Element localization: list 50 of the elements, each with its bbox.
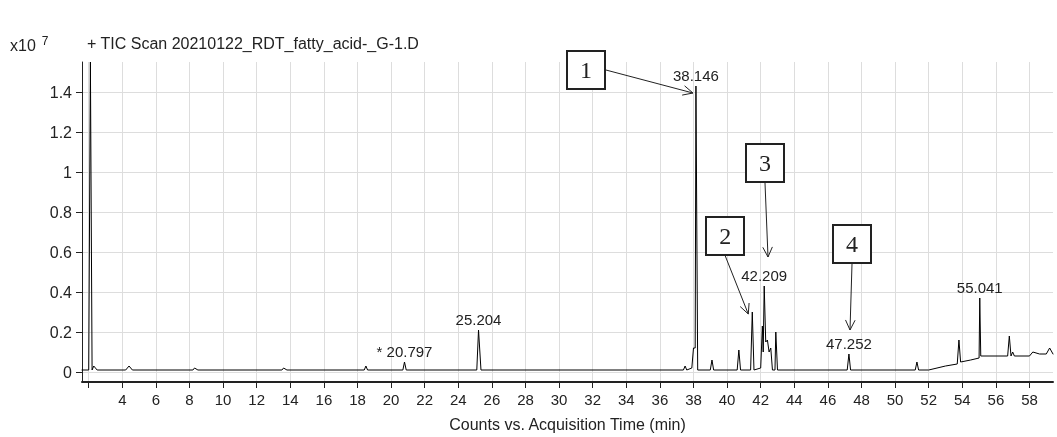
annotation: 42.209 bbox=[741, 267, 788, 284]
annotation: 25.204 bbox=[455, 311, 502, 328]
y-tick-label: 0 bbox=[63, 363, 73, 381]
numbered-box: 4 bbox=[832, 224, 872, 264]
y-tick-label: 0.8 bbox=[49, 203, 73, 221]
y-axis-title: x10$^{7}$ bbox=[10, 34, 49, 56]
y-tick-label: 1 bbox=[63, 163, 73, 181]
x-tick-label: 44 bbox=[785, 391, 803, 408]
annotation: * 20.797 bbox=[376, 343, 433, 360]
chart-title: + TIC Scan 20210122_RDT_fatty_acid-_G-1.D bbox=[87, 34, 419, 53]
x-tick-label: 38 bbox=[685, 391, 702, 408]
x-tick-label: 8 bbox=[185, 391, 194, 408]
y-tick-label: 1.2 bbox=[49, 123, 73, 141]
x-tick-label: 28 bbox=[517, 391, 534, 408]
x-tick-label: 30 bbox=[550, 391, 568, 408]
y-tick-label: 0.2 bbox=[49, 323, 73, 341]
x-tick-label: 22 bbox=[416, 391, 434, 408]
x-tick-label: 48 bbox=[853, 391, 870, 408]
x-tick-label: 50 bbox=[886, 391, 904, 408]
x-tick-label: 36 bbox=[651, 391, 669, 408]
x-tick-label: 20 bbox=[382, 391, 400, 408]
x-tick-label: 56 bbox=[987, 391, 1005, 408]
annotation: 38.146 bbox=[672, 67, 719, 84]
x-tick-label: 34 bbox=[617, 391, 635, 408]
x-tick-label: 42 bbox=[752, 391, 770, 408]
numbered-box: 1 bbox=[565, 50, 606, 90]
x-axis-title: Counts vs. Acquisition Time (min) bbox=[449, 415, 686, 433]
x-tick-label: 46 bbox=[819, 391, 837, 408]
x-tick-label: 10 bbox=[214, 391, 232, 408]
x-tick-label: 52 bbox=[920, 391, 938, 408]
y-tick-label: 0.6 bbox=[49, 243, 73, 261]
x-tick-label: 58 bbox=[1021, 391, 1038, 408]
y-tick-label: 1.4 bbox=[49, 83, 73, 101]
x-tick-label: 18 bbox=[349, 391, 366, 408]
x-tick-label: 12 bbox=[248, 391, 266, 408]
y-tick-label: 0.4 bbox=[49, 283, 73, 301]
x-tick-label: 26 bbox=[483, 391, 501, 408]
x-tick-label: 4 bbox=[118, 391, 127, 408]
x-tick-label: 40 bbox=[718, 391, 736, 408]
annotation: 55.041 bbox=[956, 279, 1003, 296]
numbered-box: 2 bbox=[705, 216, 746, 256]
annotation: 47.252 bbox=[825, 335, 872, 352]
x-tick-label: 54 bbox=[953, 391, 971, 408]
numbered-box: 3 bbox=[745, 143, 785, 183]
x-tick-label: 24 bbox=[449, 391, 467, 408]
line-series bbox=[81, 61, 1054, 371]
x-tick-label: 6 bbox=[151, 391, 161, 408]
x-tick-label: 14 bbox=[281, 391, 299, 408]
x-tick-label: 16 bbox=[315, 391, 333, 408]
x-tick-label: 32 bbox=[584, 391, 602, 408]
